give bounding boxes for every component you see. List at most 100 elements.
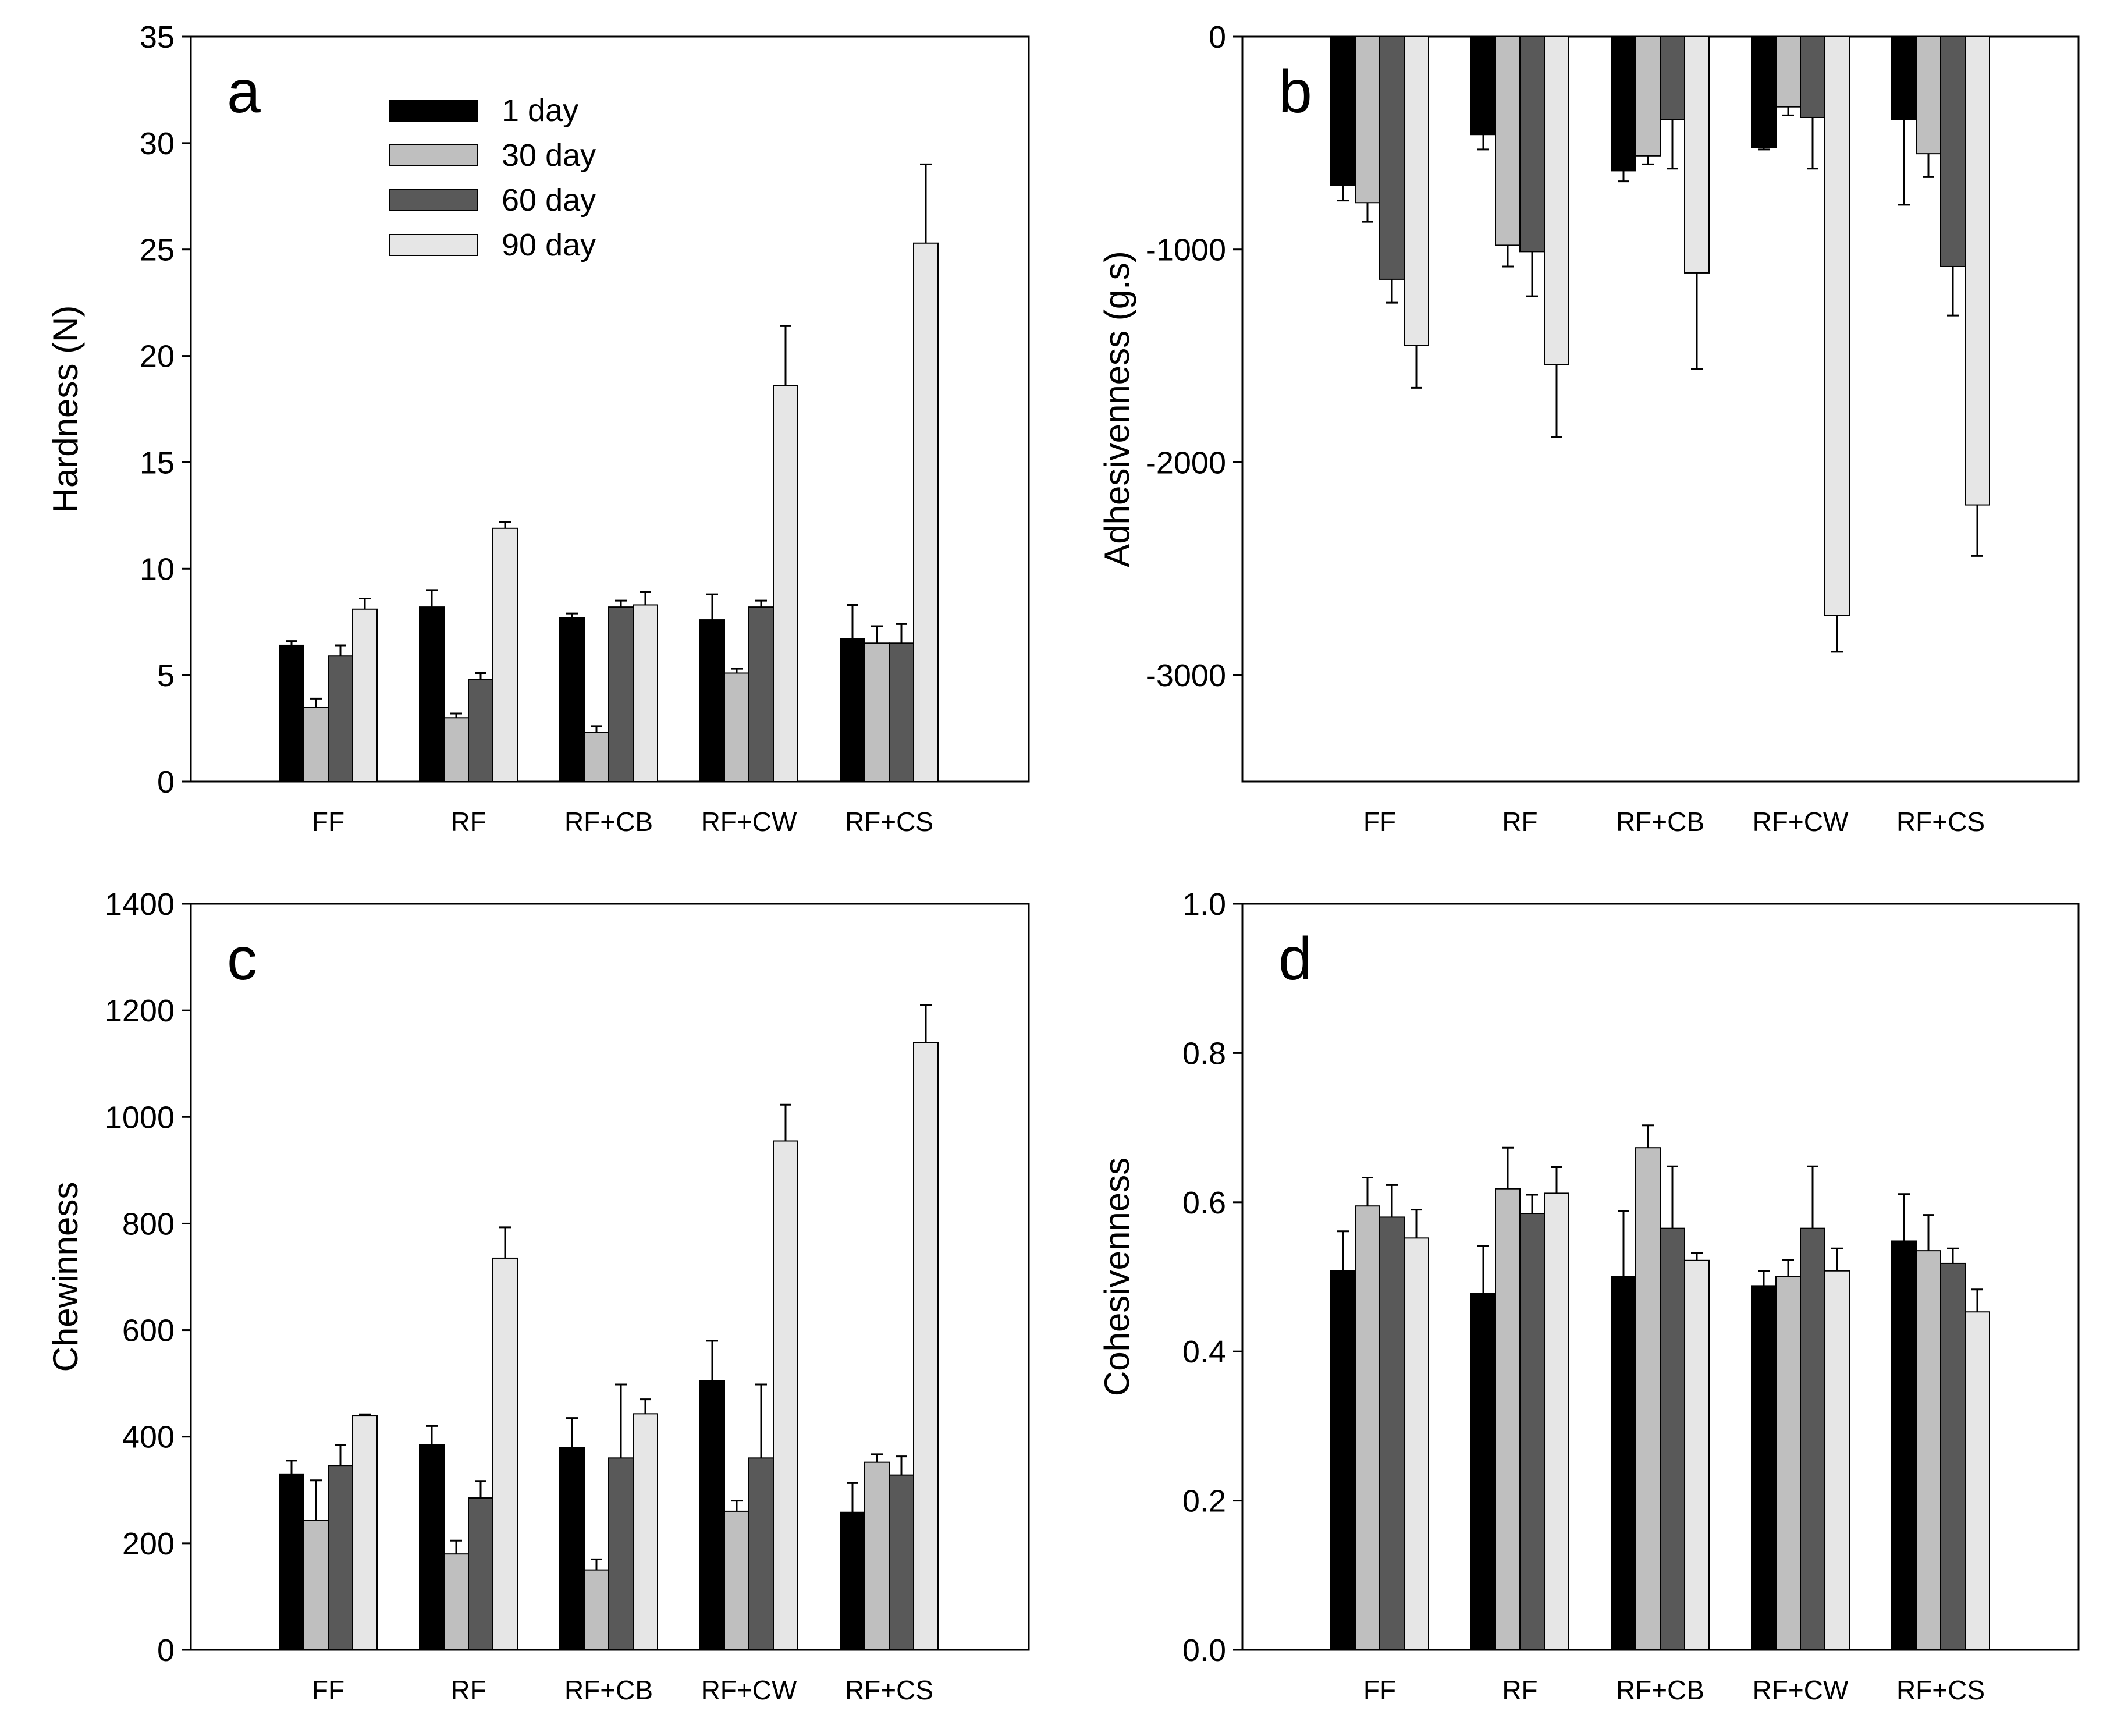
category-label: FF [312,1675,344,1705]
bar [1940,36,1966,267]
bar [840,638,865,782]
bar [1355,36,1380,204]
y-tick-label: 0.6 [1182,1185,1226,1220]
bar [633,1413,658,1651]
y-tick-label: 10 [140,552,175,587]
category-label: RF [450,807,486,837]
legend: 1 day 30 day 60 day 90 day [389,93,596,262]
panel-letter: c [227,925,257,993]
y-tick-label: 0 [1209,20,1226,55]
legend-swatch [389,144,478,166]
category-label: FF [312,807,344,837]
bar [1495,36,1521,246]
bar [699,1380,725,1650]
bar [1611,1276,1636,1650]
bar [559,617,585,783]
bar [328,1465,353,1650]
legend-label: 60 day [502,183,596,218]
bar [633,604,658,782]
category-label: RF+CB [564,1675,653,1705]
bar [303,1520,329,1651]
bar [1379,1216,1405,1650]
category-label: RF [1502,807,1537,837]
y-tick-label: 5 [157,658,175,693]
category-label: RF+CW [1753,1675,1849,1705]
y-tick-label: 200 [122,1526,175,1561]
bar [1470,36,1496,136]
bar [1635,36,1661,157]
y-tick-label: 0.4 [1182,1334,1226,1369]
bar [889,642,914,783]
bar [773,385,798,782]
bar [748,1457,774,1650]
bar [1544,1192,1569,1650]
bar [608,1457,634,1650]
bar [1470,1293,1496,1651]
bar [1824,1270,1850,1650]
y-tick-label: -2000 [1146,445,1226,480]
bar [889,1474,914,1651]
bar [1519,36,1545,253]
bar [1751,1285,1777,1651]
category-label: RF+CW [1753,807,1849,837]
y-tick-label: 1000 [105,1100,175,1135]
bar [1916,1250,1941,1650]
category-label: RF+CS [845,1675,933,1705]
bar [419,1444,445,1650]
bar [352,608,378,783]
bar [773,1140,798,1650]
category-label: RF+CB [1616,807,1704,837]
panel-letter: a [227,58,261,126]
y-tick-label: 20 [140,339,175,374]
y-tick-label: 0.2 [1182,1484,1226,1519]
bar [584,732,609,783]
bar [303,707,329,782]
bar [492,527,518,782]
bar [1544,36,1569,365]
bar [1660,1227,1685,1650]
bar [1775,1276,1801,1650]
bar [1940,1262,1966,1651]
y-tick-label: 400 [122,1420,175,1455]
bar [1684,36,1710,274]
y-tick-label: 0 [157,1633,175,1668]
category-label: RF+CW [701,807,797,837]
legend-label: 30 day [502,138,596,173]
bar [279,1473,304,1650]
bar [1916,36,1941,155]
bar [1824,36,1850,616]
bar [559,1447,585,1650]
bar [584,1569,609,1650]
bar [1330,1270,1356,1650]
panel-letter: b [1278,58,1312,126]
category-label: RF+CS [1896,1675,1985,1705]
chart-panel-d: 0.0 0.2 0.4 0.6 0.8 1.0 Cohesivenness d FF RF RF+C… [1097,887,2080,1705]
legend-label: 1 day [502,93,578,128]
bar [1965,36,1990,506]
y-tick-label: 25 [140,233,175,268]
bar [1404,36,1429,346]
category-label: RF+CS [1896,807,1985,837]
category-label: RF+CW [701,1675,797,1705]
bar [913,242,939,782]
bar [1611,36,1636,172]
bar [279,644,304,783]
y-tick-label: 800 [122,1206,175,1241]
bar [352,1415,378,1650]
bar [840,1511,865,1650]
category-label: FF [1363,807,1396,837]
y-tick-label: 30 [140,126,175,161]
y-tick-label: 600 [122,1313,175,1348]
bar [748,606,774,782]
category-label: RF [450,1675,486,1705]
y-tick-label: -1000 [1146,233,1226,268]
legend-label: 90 day [502,228,596,262]
bar [468,1497,493,1651]
bar [1684,1259,1710,1650]
bar [443,1553,469,1650]
bar [1404,1237,1429,1650]
bar [699,619,725,782]
bar [1495,1188,1521,1650]
y-axis-label: Hardness (N) [46,306,85,513]
